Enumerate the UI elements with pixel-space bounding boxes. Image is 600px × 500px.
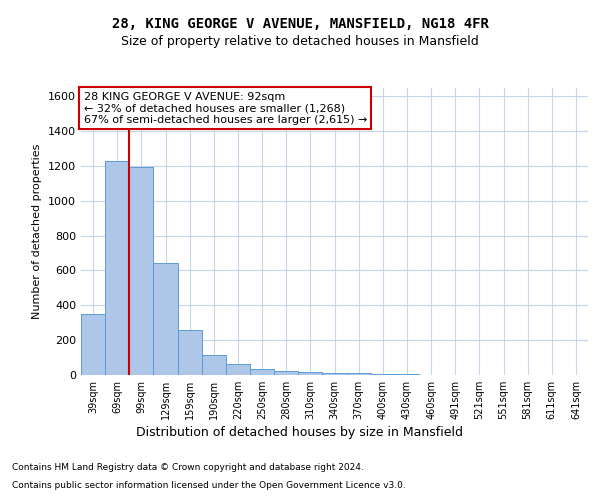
Text: 28 KING GEORGE V AVENUE: 92sqm
← 32% of detached houses are smaller (1,268)
67% : 28 KING GEORGE V AVENUE: 92sqm ← 32% of … xyxy=(83,92,367,125)
Bar xyxy=(81,314,105,375)
Bar xyxy=(298,372,322,375)
Bar xyxy=(202,355,226,375)
Bar xyxy=(154,264,178,375)
Text: Distribution of detached houses by size in Mansfield: Distribution of detached houses by size … xyxy=(137,426,464,439)
Y-axis label: Number of detached properties: Number of detached properties xyxy=(32,144,43,319)
Bar xyxy=(129,167,154,375)
Bar xyxy=(178,330,202,375)
Bar xyxy=(371,374,395,375)
Text: Contains HM Land Registry data © Crown copyright and database right 2024.: Contains HM Land Registry data © Crown c… xyxy=(12,463,364,472)
Bar xyxy=(226,364,250,375)
Bar xyxy=(274,370,298,375)
Text: Contains public sector information licensed under the Open Government Licence v3: Contains public sector information licen… xyxy=(12,480,406,490)
Bar xyxy=(347,374,371,375)
Bar xyxy=(250,369,274,375)
Text: Size of property relative to detached houses in Mansfield: Size of property relative to detached ho… xyxy=(121,35,479,48)
Bar xyxy=(105,160,129,375)
Text: 28, KING GEORGE V AVENUE, MANSFIELD, NG18 4FR: 28, KING GEORGE V AVENUE, MANSFIELD, NG1… xyxy=(112,18,488,32)
Bar xyxy=(395,374,419,375)
Bar xyxy=(322,374,347,375)
